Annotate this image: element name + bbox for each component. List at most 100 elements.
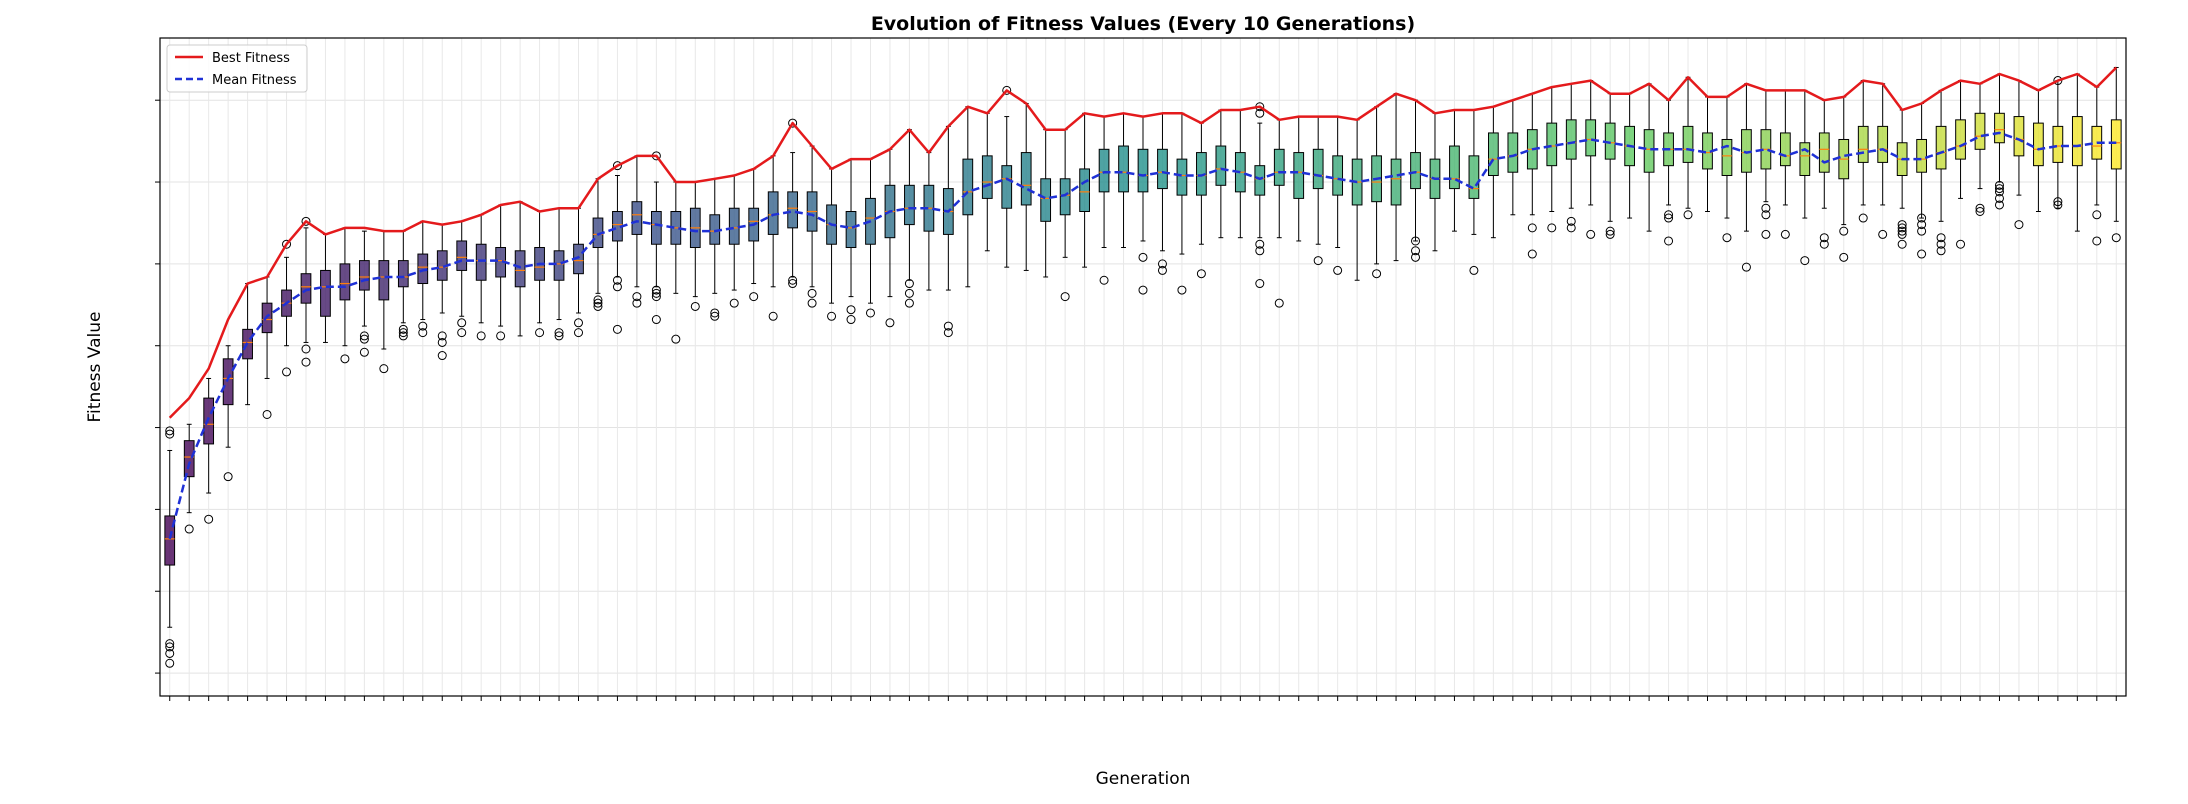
box-gen-780 (1682, 76, 1694, 220)
flier-point (885, 318, 895, 328)
flier-point (1936, 233, 1946, 243)
box-iqr (962, 158, 974, 216)
flier-point (1897, 239, 1907, 249)
flier-point (1586, 229, 1596, 239)
flier-point (2111, 233, 2121, 243)
box-iqr (1273, 148, 1285, 186)
box-gen-90 (339, 227, 351, 364)
flier-point (1897, 223, 1907, 233)
flier-point (2092, 210, 2102, 220)
flier-point (1333, 265, 1343, 275)
flier-point (788, 279, 798, 289)
box-gen-440 (1020, 102, 1032, 271)
box-iqr (1468, 155, 1480, 199)
box-iqr (1818, 132, 1830, 173)
flier-point (1664, 236, 1674, 246)
flier-point (1897, 226, 1907, 236)
box-gen-450 (1040, 129, 1052, 278)
box-gen-590 (1312, 116, 1324, 266)
flier-point (632, 298, 642, 308)
flier-point (574, 328, 584, 338)
box-iqr (1546, 122, 1558, 167)
box-iqr (397, 260, 409, 288)
flier-point (1936, 246, 1946, 256)
box-iqr (378, 260, 390, 301)
legend-best-label: Best Fitness (212, 51, 290, 66)
flier-point (651, 285, 661, 295)
flier-point (282, 367, 292, 377)
flier-point (554, 328, 564, 338)
box-iqr (1293, 152, 1305, 199)
flier-point (710, 308, 720, 318)
flier-point (788, 275, 798, 285)
box-gen-150 (456, 220, 468, 338)
flier-point (1157, 265, 1167, 275)
box-iqr (1955, 119, 1966, 160)
flier-point (846, 305, 856, 315)
box-iqr (1935, 125, 1947, 170)
box-iqr (904, 184, 915, 226)
box-iqr (1157, 148, 1168, 190)
box-gen-10 (183, 423, 195, 534)
box-iqr (1059, 178, 1071, 216)
box-iqr (2013, 116, 2025, 157)
flier-point (1605, 229, 1615, 239)
box-gen-970 (2052, 76, 2064, 210)
flier-point (651, 315, 661, 325)
box-gen-180 (514, 201, 526, 337)
flier-point (651, 288, 661, 298)
box-iqr (1137, 148, 1149, 193)
box-gen-380 (904, 129, 915, 308)
box-iqr (1565, 119, 1577, 160)
box-iqr (183, 440, 195, 478)
flier-point (359, 331, 369, 341)
box-gen-20 (203, 377, 215, 524)
box-iqr (631, 201, 643, 235)
flier-point (1994, 193, 2004, 203)
flier-point (554, 331, 564, 341)
x-axis-label: Generation (1096, 769, 1191, 789)
flier-point (904, 288, 914, 298)
box-iqr (1312, 148, 1324, 190)
flier-point (651, 292, 661, 302)
box-iqr (320, 269, 331, 317)
flier-point (1897, 229, 1907, 239)
flier-point (904, 279, 914, 289)
flier-point (865, 308, 875, 318)
flier-point (165, 429, 175, 439)
flier-point (1741, 262, 1751, 272)
box-iqr (553, 250, 565, 281)
flier-point (943, 328, 953, 338)
flier-point (846, 315, 856, 325)
flier-point (1917, 220, 1927, 230)
box-gen-580 (1293, 116, 1305, 242)
flier-point (1975, 207, 1985, 217)
box-gen-130 (417, 220, 429, 338)
box-iqr (1390, 158, 1402, 206)
flier-point (1566, 216, 1576, 226)
flier-point (1527, 249, 1537, 259)
box-gen-420 (981, 112, 993, 252)
flier-point (768, 311, 778, 321)
flier-point (1002, 85, 1012, 95)
box-iqr (1916, 138, 1927, 173)
flier-point (1975, 203, 1985, 213)
best-fitness-line (168, 66, 2118, 419)
flier-point (1994, 180, 2004, 190)
flier-point (1060, 292, 1070, 302)
box-iqr (1877, 125, 1889, 163)
box-iqr (1020, 152, 1032, 206)
box-gen-510 (1157, 112, 1168, 275)
box-iqr (1585, 119, 1597, 157)
box-iqr (1176, 158, 1188, 196)
box-gen-210 (573, 207, 584, 338)
flier-point (1138, 252, 1148, 262)
y-axis-label: Fitness Value (85, 312, 105, 423)
box-gen-1000 (2110, 66, 2122, 243)
box-iqr (359, 260, 370, 291)
flier-point (1917, 249, 1927, 259)
box-gen-70 (300, 216, 312, 367)
box-iqr (1332, 155, 1344, 196)
flier-point (632, 292, 642, 302)
flier-point (398, 328, 408, 338)
